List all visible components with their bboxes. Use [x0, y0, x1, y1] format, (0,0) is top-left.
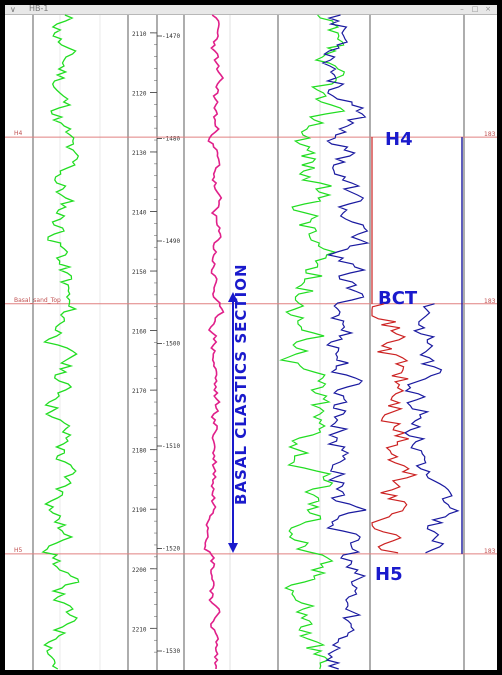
depth-tick-label-1: 2120 [132, 90, 147, 97]
magenta-curve [203, 14, 225, 670]
depth-tick-label-10: 2210 [132, 626, 147, 633]
annotation-arrow-up-head [228, 292, 238, 302]
marker-right-label-h5: 183 [484, 548, 496, 555]
depth-tick-label-8: 2190 [132, 507, 147, 514]
tvd-tick-label-6: -1530 [162, 648, 180, 655]
minimize-icon[interactable]: – [460, 5, 464, 13]
tvd-tick-label-5: -1520 [162, 546, 180, 553]
marker-left-label-h5: H5 [14, 547, 23, 554]
tvd-tick-label-0: -1470 [162, 33, 180, 40]
depth-tick-label-0: 2110 [132, 31, 147, 38]
marker-left-label-h4: H4 [14, 130, 23, 137]
close-icon[interactable]: × [485, 5, 491, 13]
maximize-icon[interactable]: □ [471, 5, 479, 13]
depth-tick-label-2: 2130 [132, 150, 147, 157]
gamma-curve-track1 [41, 14, 80, 670]
marker-right-label-h4: 183 [484, 131, 496, 138]
annotation-arrow-down-head [228, 543, 238, 553]
blue-curve-track4 [403, 303, 460, 554]
depth-tick-label-9: 2200 [132, 567, 147, 574]
depth-tick-label-5: 2160 [132, 329, 147, 336]
window-title: HB-1 [29, 4, 49, 13]
annotation-basal-clastics: BASAL CLASTICS SECTION [232, 263, 250, 505]
tvd-tick-label-2: -1490 [162, 238, 180, 245]
tvd-tick-label-4: -1510 [162, 443, 180, 450]
red-curve-track4 [371, 303, 418, 554]
depth-tick-label-6: 2170 [132, 388, 147, 395]
depth-tick-label-3: 2140 [132, 210, 147, 217]
marker-label-h4: H4 [385, 129, 413, 150]
depth-tick-label-7: 2180 [132, 448, 147, 455]
tvd-tick-label-1: -1480 [162, 136, 180, 143]
marker-left-label-bct: Basal_sand_Top [14, 297, 61, 304]
depth-tick-label-4: 2150 [132, 269, 147, 276]
chevron-down-icon[interactable]: ∨ [10, 5, 16, 14]
marker-right-label-bct: 183 [484, 298, 496, 305]
green-curve-track3 [279, 14, 346, 670]
marker-label-bct: BCT [378, 288, 418, 309]
marker-label-h5: H5 [375, 564, 403, 585]
title-bar: ∨ HB-1 – □ × [5, 4, 497, 15]
tvd-tick-label-3: -1500 [162, 341, 180, 348]
blue-curve-track3 [321, 14, 370, 670]
